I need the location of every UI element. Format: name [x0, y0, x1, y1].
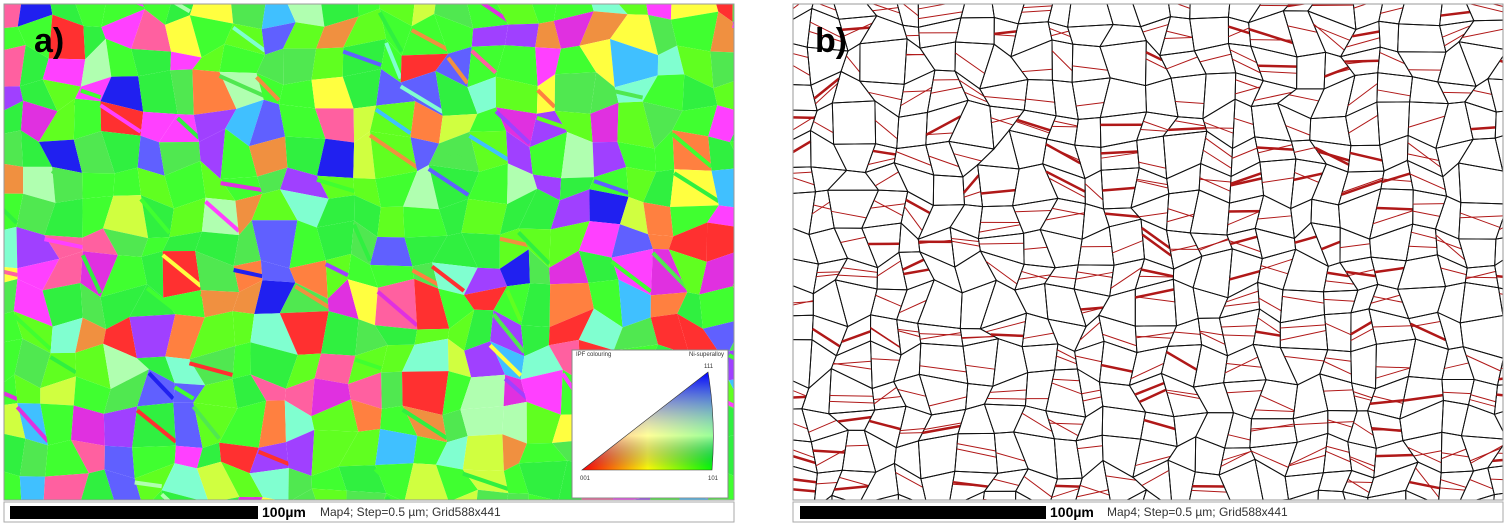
grain [737, 168, 770, 208]
twin-boundary [817, 272, 840, 273]
twin-boundary [1139, 276, 1173, 277]
legend-corner: 101 [708, 476, 719, 482]
legend-title: IPF colouring [576, 352, 611, 358]
ipf-legend: IPF colouring Ni-superalloy 001 101 111 [572, 350, 728, 498]
grain [737, 200, 770, 229]
twin-boundary [1443, 92, 1471, 93]
twin-boundary [895, 0, 918, 3]
grain [0, 163, 23, 194]
twin-boundary [1376, 455, 1413, 456]
grain [733, 0, 773, 22]
grain [555, 72, 597, 113]
twin-boundary [1314, 0, 1353, 3]
legend-corner: 111 [704, 364, 714, 370]
grain [708, 136, 742, 170]
twin [742, 83, 763, 115]
grain [733, 286, 775, 325]
panel-label: a) [34, 22, 64, 60]
scale-label: 100µm [262, 504, 306, 520]
grain [312, 48, 344, 80]
figure: a) b) IPF colouring Ni-superalloy 001 10… [0, 0, 1506, 525]
twin-boundary [1347, 482, 1372, 483]
grain [735, 429, 778, 477]
grain [82, 173, 115, 199]
grain [730, 112, 771, 142]
twin-boundary [900, 433, 923, 434]
grain [43, 473, 89, 506]
twin-boundary [1471, 127, 1496, 129]
scale-bar [800, 506, 1046, 519]
grain [0, 374, 17, 407]
twin [737, 212, 765, 226]
twin-boundary [991, 335, 1024, 336]
grain [735, 466, 778, 507]
legend-material: Ni-superalloy [689, 352, 724, 358]
grain [0, 227, 17, 268]
grain [710, 52, 741, 89]
twin [748, 420, 764, 424]
twin [733, 26, 769, 36]
grain [739, 500, 772, 525]
scale-bar [10, 506, 258, 519]
grain [0, 130, 23, 167]
grain [463, 434, 504, 471]
grain [461, 199, 507, 235]
twin-boundary [1168, 128, 1206, 130]
twin-boundary [1055, 486, 1080, 487]
grain [20, 476, 45, 505]
grain [740, 40, 778, 79]
twin-boundary [1052, 126, 1077, 127]
twin-boundary [965, 0, 991, 4]
grain [742, 228, 776, 262]
grain [233, 342, 251, 379]
twin-boundary [777, 397, 806, 398]
grain [729, 318, 771, 351]
grain [377, 207, 404, 238]
grain [730, 133, 771, 175]
twin-boundary [1377, 208, 1413, 209]
grain [733, 20, 771, 53]
grain [283, 49, 316, 85]
legend-corner: 001 [580, 476, 591, 482]
twin [735, 480, 759, 502]
grain [460, 406, 503, 436]
twin-boundary [987, 398, 1026, 399]
grain [729, 376, 778, 416]
grain [381, 372, 403, 409]
twin-boundary [1258, 66, 1297, 67]
panel-label: b) [815, 22, 847, 60]
grain [742, 76, 778, 119]
twin-boundary [786, 117, 815, 118]
boundary-map [768, 0, 1506, 525]
grain [739, 409, 778, 433]
grain [643, 202, 673, 236]
map-info: Map4; Step=0.5 µm; Grid588x441 [320, 505, 501, 519]
map-info: Map4; Step=0.5 µm; Grid588x441 [1107, 505, 1288, 519]
twin-boundary [1344, 61, 1379, 62]
grain [505, 24, 539, 48]
scale-label: 100µm [1050, 504, 1094, 520]
grain [733, 250, 776, 288]
